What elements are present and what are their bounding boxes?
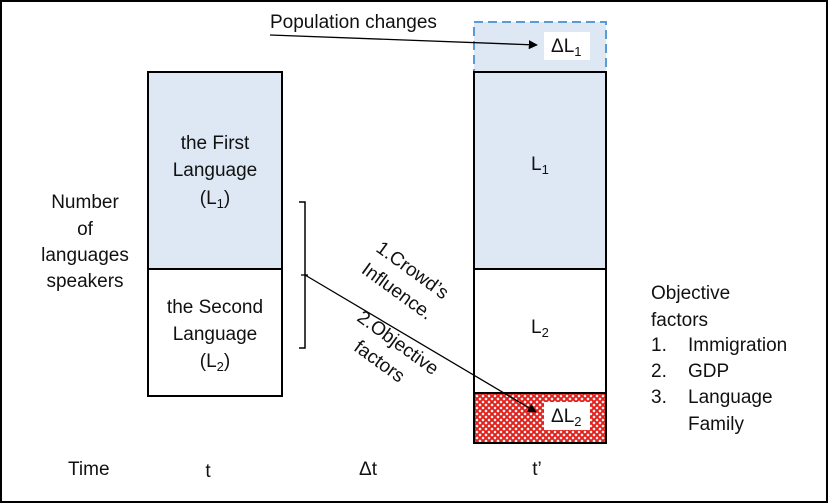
objective-item-4-text: Family [688, 414, 744, 435]
second-language-label-line3: (L2) [200, 351, 230, 374]
influence-arrow [304, 274, 537, 413]
l2-box [473, 268, 607, 394]
time-t-prime-label: t’ [532, 459, 542, 480]
ylabel-line4: speakers [46, 271, 123, 292]
l2-label: L2 [531, 317, 549, 340]
ylabel-line3: languages [41, 245, 129, 266]
objective-item-2-text: GDP [688, 361, 729, 382]
l1-box [473, 71, 607, 270]
second-language-label-line1: the Second [167, 297, 263, 318]
delta-l1-label-bg [544, 32, 590, 60]
ylabel-line1: Number [51, 192, 119, 213]
population-changes-arrow [269, 34, 538, 50]
delta-l1-label: ΔL1 [551, 36, 582, 59]
ylabel-line2: of [77, 219, 94, 240]
first-language-label-line3: (L1) [200, 188, 230, 211]
objective-item-3-num: 3. [651, 387, 667, 408]
first-language-label-line2: Language [173, 160, 258, 181]
time-label: Time [68, 459, 110, 480]
l1-label: L1 [531, 154, 549, 177]
delta-l2-label-bg [544, 402, 590, 430]
objective-item-1-text: Immigration [688, 335, 787, 356]
population-changes-label: Population changes [270, 12, 437, 33]
objective-title-line2: factors [651, 310, 708, 331]
delta-l2-label: ΔL2 [551, 406, 582, 429]
objective-title-line1: Objective [651, 283, 730, 304]
time-t-label: t [205, 461, 211, 482]
second-language-label-line2: Language [173, 324, 258, 345]
first-language-label-line1: the First [181, 133, 250, 154]
objective-item-2-num: 2. [651, 361, 667, 382]
objective-item-3-text: Language [688, 387, 773, 408]
second-language-box [147, 268, 283, 397]
objective-item-1-num: 1. [651, 335, 667, 356]
time-delta-label: Δt [359, 459, 378, 480]
